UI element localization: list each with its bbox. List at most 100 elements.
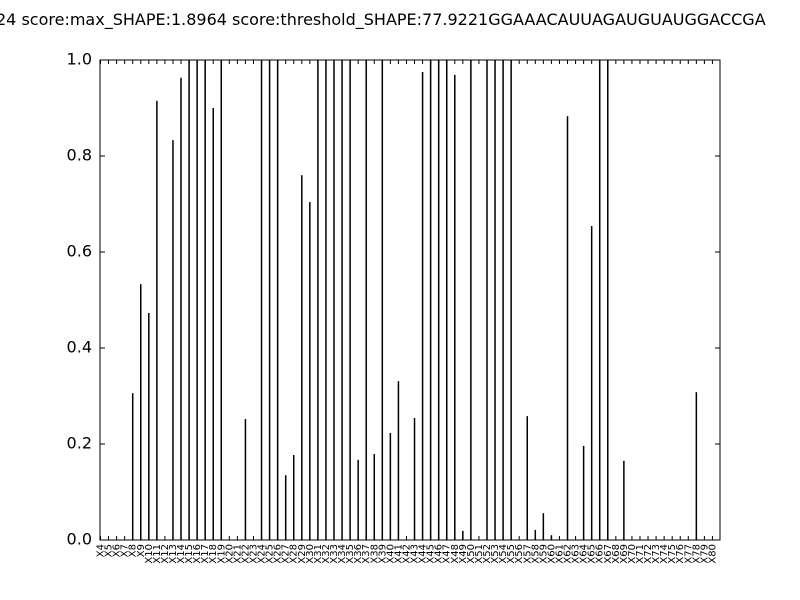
- x-tick-label: X23: [248, 544, 259, 564]
- y-tick-label: 0.8: [67, 146, 92, 165]
- x-tick-label: X55: [506, 544, 517, 564]
- bar: [244, 419, 247, 540]
- x-tick-label: X7: [120, 544, 131, 557]
- x-tick-label: X41: [393, 544, 404, 564]
- x-tick-label: X39: [377, 544, 388, 564]
- x-tick-label: X70: [627, 544, 638, 564]
- bar: [148, 312, 150, 540]
- plot-frame: [99, 59, 721, 541]
- x-tick-label: X56: [514, 544, 525, 564]
- x-tick-label: X25: [265, 544, 276, 564]
- bar: [196, 60, 198, 540]
- bar: [172, 140, 174, 540]
- bar: [607, 60, 609, 540]
- x-tick-label: X53: [490, 544, 501, 564]
- x-tick-label: X37: [361, 544, 372, 564]
- bar: [381, 60, 384, 540]
- bar: [180, 77, 182, 540]
- x-tick-label: X9: [136, 544, 147, 557]
- x-tick-label: X66: [595, 544, 606, 564]
- x-tick-label: X80: [707, 544, 718, 564]
- x-tick-label: X43: [410, 544, 421, 564]
- x-tick-label: X22: [240, 544, 251, 564]
- x-tick-label: X20: [224, 544, 235, 564]
- bar: [212, 108, 214, 540]
- bar: [526, 416, 529, 540]
- x-tick-label: X79: [699, 544, 710, 564]
- bar: [301, 175, 303, 540]
- y-tick-label: 0.0: [67, 530, 92, 549]
- x-tick-label: X77: [683, 544, 694, 564]
- chart-title: 24 score:max_SHAPE:1.8964 score:threshol…: [0, 10, 766, 30]
- x-tick-label: X36: [353, 544, 364, 564]
- bar: [502, 60, 504, 540]
- x-tick-label: X44: [418, 544, 429, 564]
- bar: [292, 455, 295, 540]
- x-tick-label: X64: [579, 544, 590, 564]
- bar: [429, 60, 432, 540]
- x-tick-label: X27: [281, 544, 292, 564]
- bar: [309, 202, 311, 540]
- x-tick-label: X46: [434, 544, 445, 564]
- bar: [534, 529, 537, 540]
- x-tick-label: X14: [176, 544, 187, 564]
- bar: [317, 60, 319, 540]
- x-tick-label: X6: [112, 544, 123, 557]
- bar: [695, 392, 698, 540]
- x-tick-label: X10: [144, 544, 155, 564]
- x-tick-label: X29: [297, 544, 308, 564]
- x-tick-label: X24: [257, 544, 268, 564]
- x-tick-label: X28: [289, 544, 300, 564]
- x-tick-label: X8: [128, 544, 139, 557]
- x-tick-label: X35: [345, 544, 356, 564]
- y-tick-label: 1.0: [67, 50, 92, 69]
- bar: [462, 530, 464, 540]
- x-tick-label: X26: [273, 544, 284, 564]
- x-tick-label: X16: [192, 544, 203, 564]
- bar: [341, 60, 343, 540]
- bar: [373, 454, 376, 540]
- bar: [156, 100, 158, 541]
- bar: [566, 116, 569, 540]
- bar: [357, 459, 359, 540]
- x-tick-label: X62: [563, 544, 574, 564]
- x-tick-label: X74: [659, 544, 670, 564]
- bar: [494, 60, 496, 540]
- x-tick-label: X63: [571, 544, 582, 564]
- x-tick-label: X45: [426, 544, 437, 564]
- x-tick-label: X52: [482, 544, 493, 564]
- x-tick-label: X19: [216, 544, 227, 564]
- bar: [284, 475, 287, 540]
- bar: [389, 432, 392, 540]
- x-tick-label: X65: [587, 544, 598, 564]
- x-tick-label: X34: [337, 544, 348, 564]
- bar: [454, 74, 456, 540]
- bar: [349, 60, 351, 540]
- x-tick-label: X73: [651, 544, 662, 564]
- x-tick-label: X4: [96, 544, 107, 557]
- x-tick-label: X21: [232, 544, 243, 564]
- x-tick-label: X40: [385, 544, 396, 564]
- x-tick-label: X61: [554, 544, 565, 564]
- x-tick-label: X58: [530, 544, 541, 564]
- bar: [365, 60, 367, 540]
- bar: [140, 284, 142, 540]
- x-tick-label: X11: [152, 544, 163, 564]
- x-tick-label: X72: [643, 544, 654, 564]
- bar: [623, 460, 625, 540]
- bar: [333, 60, 335, 540]
- x-tick-label: X49: [458, 544, 469, 564]
- y-tick-label: 0.4: [67, 338, 92, 357]
- x-tick-label: X69: [619, 544, 630, 564]
- bar: [276, 60, 279, 540]
- bar: [188, 60, 190, 540]
- bar: [510, 60, 512, 540]
- x-tick-label: X67: [603, 544, 614, 564]
- x-tick-label: X47: [442, 544, 453, 564]
- bar: [486, 60, 488, 540]
- x-tick-label: X75: [667, 544, 678, 564]
- bar: [131, 393, 134, 540]
- x-tick-label: X5: [104, 544, 115, 557]
- x-tick-label: X76: [675, 544, 686, 564]
